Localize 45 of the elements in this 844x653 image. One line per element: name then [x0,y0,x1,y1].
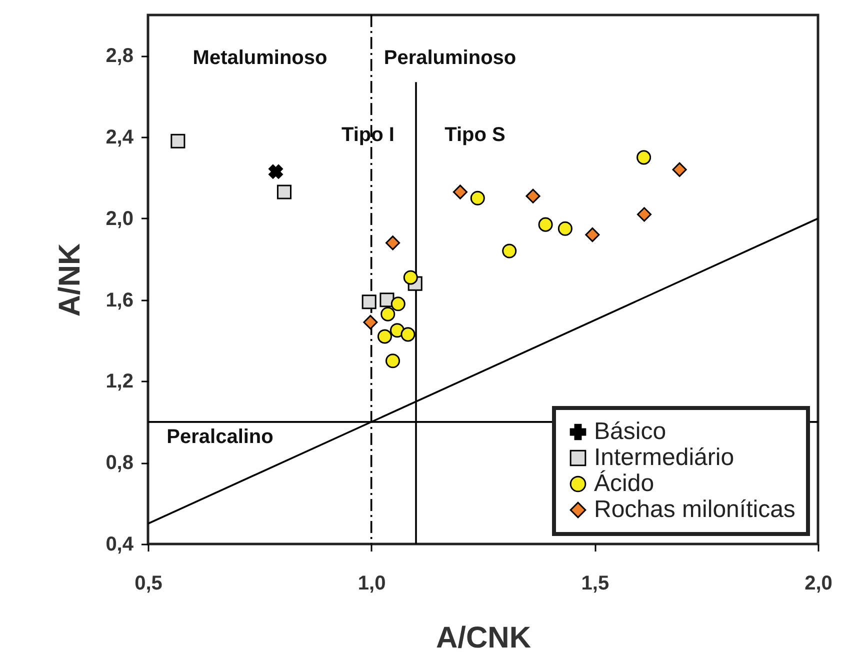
point [403,270,418,285]
y-tick-label: 1,6 [106,289,134,312]
x-tick-label: 1,0 [358,572,386,594]
annotation: Peralcalino [166,426,274,448]
point [400,327,416,342]
y-tick-label: 2,4 [106,126,134,149]
annotation: Tipo I [342,124,394,146]
annotation: Metaluminoso [192,47,328,69]
y-tick-label: 0,4 [106,534,134,556]
point [363,314,378,330]
point [558,221,572,236]
point [538,217,553,232]
y-tick-label: 2,8 [106,45,134,68]
point [672,162,687,177]
point [268,164,283,179]
point [170,134,186,148]
annotation: Tipo S [444,124,506,146]
y-tick-label: 2,0 [106,208,134,230]
x-tick-label: 0,5 [134,572,162,594]
point [386,354,400,368]
point [390,296,406,312]
point [452,184,468,200]
point [470,190,485,206]
point [636,150,652,165]
point [380,306,396,322]
x-axis-title: A/CNK [436,622,532,653]
legend-label: Ácido [594,470,654,497]
y-tick-label: 0,8 [106,452,134,474]
point [362,294,376,310]
legend-label: Rochas miloníticas [594,496,796,523]
y-axis-title: A/NK [54,243,87,317]
point [585,227,600,242]
x-tick-label: 2,0 [804,572,832,594]
y-tick-label: 1,2 [106,370,134,393]
legend-label: Intermediário [594,444,734,471]
point [276,184,292,200]
point [377,329,392,344]
annotation: Peraluminoso [384,47,516,69]
point [380,292,394,308]
point [386,236,400,250]
point [526,188,540,204]
point [636,207,652,222]
point [502,244,517,258]
legend-label: Básico [594,418,666,445]
x-tick-label: 1,5 [581,572,610,594]
